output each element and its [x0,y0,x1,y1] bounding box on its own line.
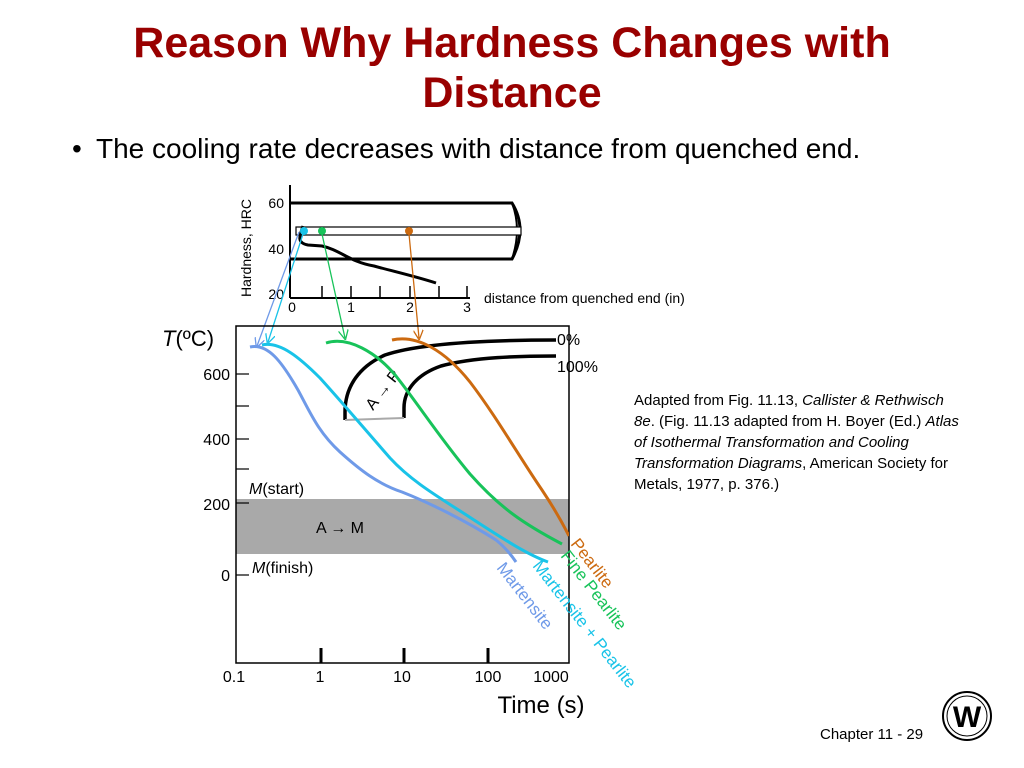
caption-book-title: Callister & Rethwisch 8e [634,392,944,430]
ttt-x-tick-0-1: 0.1 [223,669,245,686]
hardness-x-tick-marks [321,286,468,298]
hardness-x-axis-label: distance from quenched end (in) [484,290,685,306]
hardness-y-axis-label: Hardness, HRC [238,199,254,297]
slide-title-line-1: Reason Why Hardness Changes with [133,19,891,67]
ttt-y-tick-400: 400 [203,432,230,449]
start-percent-label: 0% [557,332,580,349]
hardness-y-tick-60: 60 [268,195,284,211]
logo-outer-circle-icon [942,691,992,741]
bullet-dot-icon: • [72,133,82,164]
ttt-y-axis-unit: (ºC) [175,326,214,351]
caption-part-1: Adapted from Fig. 11.13, [634,392,803,409]
hardness-x-tick-3: 3 [463,299,471,315]
m-finish-text: (finish) [265,560,313,577]
transformation-start-curve [343,338,557,420]
hardness-plot: Hardness, HRC 60 40 20 0 1 2 3 distance … [238,185,685,315]
caption-part-2: . (Fig. 11.13 adapted from H. Boyer (Ed.… [650,413,926,430]
figure-caption: Adapted from Fig. 11.13, Callister & Ret… [634,390,964,495]
arrow-to-pearlite-curve [408,233,419,338]
transformation-finish-curve [402,354,557,418]
cooling-curve-fine-pearlite [325,339,563,546]
finish-percent-label: 100% [557,359,598,376]
m-finish-label: M(finish) [252,560,313,577]
cooling-curve-martensite-pearlite [261,342,549,564]
hardness-curve [298,225,437,285]
m-start-symbol: M [249,481,263,498]
ttt-x-tick-10: 10 [393,669,411,686]
sample-point-martensite [300,227,308,235]
sample-point-pearlite [405,227,413,235]
bullet-point: • The cooling rate decreases with distanc… [72,132,860,166]
arrow-to-martensite-curve [257,231,300,346]
sample-point-fine-pearlite [318,227,326,235]
slide-title: Reason Why Hardness Changes with Distanc… [0,18,1024,118]
ttt-x-axis-label: Time (s) [497,692,584,719]
hardness-x-tick-2: 2 [406,299,414,315]
slide-footer: Chapter 11 - 29 [820,726,924,743]
connector-arrows [257,231,419,346]
m-start-label: M(start) [249,481,304,498]
hardness-x-tick-0: 0 [288,299,296,315]
martensite-band [236,499,569,554]
arrow-to-martensite-pearlite-curve [268,233,304,342]
hardness-x-tick-1: 1 [347,299,355,315]
logo-letter: W [953,701,982,734]
m-start-text: (start) [262,481,304,498]
hardness-y-tick-40: 40 [268,241,284,257]
ttt-y-tick-marks [236,373,249,576]
cooling-curve-martensite [249,345,518,563]
ttt-x-tick-1: 1 [316,669,325,686]
m-finish-symbol: M [252,560,266,577]
ttt-x-tick-100: 100 [475,669,502,686]
caption-atlas-title: Atlas of Isothermal Transformation and C… [634,413,959,472]
ttt-y-tick-600: 600 [203,367,230,384]
caption-part-3: , American Society for Metals, 1977, p. … [634,455,949,493]
slide-title-line-2: Distance [422,69,602,117]
austenite-to-martensite-label: A → M [316,520,364,537]
ttt-x-tick-1000: 1000 [533,669,569,686]
ttt-y-tick-200: 200 [203,497,230,514]
bullet-text: The cooling rate decreases with distance… [96,133,861,164]
ttt-y-axis-label: T(ºC) [162,326,214,351]
austenite-to-pearlite-label: A → P [363,367,404,413]
publisher-logo: W [942,691,992,741]
cooling-curve-pearlite [391,337,569,537]
ttt-y-axis-symbol: T [162,326,177,351]
logo-inner-circle-icon [946,695,988,737]
ttt-y-tick-0: 0 [221,568,230,585]
arrow-to-fine-pearlite-curve [321,233,345,338]
ttt-plot: 600 400 200 0 0.1 1 10 100 1000 Time (s)… [162,325,598,719]
ttt-x-tick-marks [319,648,490,663]
